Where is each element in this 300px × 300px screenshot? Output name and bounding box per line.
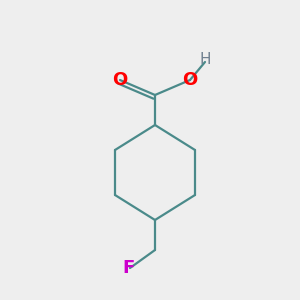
Text: F: F bbox=[122, 259, 134, 277]
Text: H: H bbox=[199, 52, 211, 67]
Text: O: O bbox=[112, 71, 128, 89]
Text: O: O bbox=[182, 71, 198, 89]
